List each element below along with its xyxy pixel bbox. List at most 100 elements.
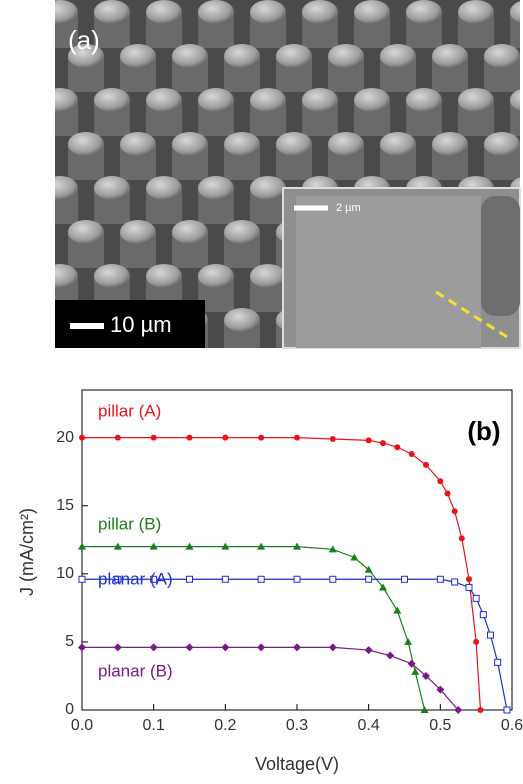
pillar-body — [510, 12, 520, 48]
pillar-top — [328, 44, 364, 68]
pillar-top — [484, 44, 520, 68]
pillar-top — [146, 88, 182, 112]
marker — [221, 542, 230, 550]
marker — [422, 671, 430, 680]
inset-trench — [296, 196, 481, 348]
pillar-top — [250, 88, 286, 112]
marker — [186, 434, 193, 441]
pillar-top — [120, 44, 156, 68]
pillar-top — [250, 176, 286, 200]
pillar-top — [68, 132, 104, 156]
marker — [473, 638, 480, 645]
pillar-top — [94, 264, 130, 288]
y-tick-label: 5 — [65, 633, 74, 650]
marker — [444, 490, 451, 497]
marker — [380, 440, 386, 447]
scale-text: 10 µm — [110, 312, 172, 337]
marker — [329, 575, 337, 583]
marker — [386, 651, 395, 660]
marker — [222, 434, 229, 441]
x-axis-label: Voltage(V) — [255, 754, 339, 774]
pillar-top — [302, 88, 338, 112]
y-tick-label: 10 — [56, 565, 74, 582]
marker — [293, 643, 301, 652]
pillar-top — [354, 88, 390, 112]
marker — [420, 706, 429, 713]
marker — [78, 542, 86, 550]
pillar-top — [328, 132, 364, 156]
marker — [451, 508, 458, 515]
x-tick-label: 0.6 — [501, 717, 523, 734]
pillar-top — [198, 0, 234, 24]
marker — [436, 685, 445, 694]
marker — [186, 575, 193, 583]
pillar-top — [510, 89, 520, 111]
marker — [150, 434, 157, 441]
marker — [454, 706, 463, 714]
marker — [221, 643, 230, 652]
pillar-top — [224, 308, 260, 332]
pillar-top — [406, 0, 442, 24]
series-label: planar (B) — [98, 661, 173, 680]
marker — [466, 576, 472, 583]
marker — [408, 451, 415, 457]
x-tick-label: 0.3 — [286, 717, 308, 734]
pillar-top — [172, 220, 208, 244]
y-tick-label: 20 — [56, 429, 74, 446]
marker — [257, 643, 266, 652]
pillar-top — [68, 220, 104, 244]
pillar-top — [380, 44, 416, 68]
pillar-top — [432, 132, 468, 156]
x-tick-label: 0.4 — [358, 717, 380, 734]
pillar-top — [276, 44, 312, 68]
marker — [79, 434, 85, 441]
marker — [451, 578, 459, 586]
marker — [364, 646, 373, 655]
pillar-top — [406, 88, 442, 112]
pillar-top — [510, 1, 520, 23]
pillar-top — [146, 0, 182, 24]
pillar-body — [510, 100, 520, 136]
marker — [365, 437, 372, 444]
marker — [78, 575, 86, 583]
pillar-top — [250, 0, 286, 24]
marker — [401, 575, 408, 583]
marker — [503, 706, 511, 714]
marker — [328, 643, 337, 652]
pillar-top — [432, 44, 468, 68]
marker — [394, 444, 401, 451]
marker — [436, 575, 444, 583]
marker — [113, 643, 122, 652]
pillar-top — [55, 88, 78, 112]
marker — [393, 606, 402, 614]
pillar-top — [146, 264, 182, 288]
marker — [185, 643, 194, 652]
marker — [407, 659, 416, 668]
marker — [149, 542, 158, 550]
pillar-top — [198, 88, 234, 112]
marker — [114, 575, 122, 583]
series-label: pillar (A) — [98, 401, 161, 420]
pillar-top — [94, 88, 130, 112]
pillar-top — [68, 44, 104, 68]
y-tick-label: 15 — [56, 497, 74, 514]
marker — [149, 643, 158, 652]
pillar-top — [120, 220, 156, 244]
marker — [258, 434, 265, 441]
pillar-top — [146, 176, 182, 200]
series-label: planar (A) — [98, 569, 173, 588]
pillar-top — [380, 132, 416, 156]
marker — [411, 667, 420, 675]
marker — [404, 637, 413, 645]
pillar-top — [224, 132, 260, 156]
marker — [114, 434, 121, 441]
y-tick-label: 0 — [65, 701, 74, 718]
pillar-top — [172, 44, 208, 68]
marker — [364, 565, 373, 573]
inset-scale-text: 2 µm — [336, 202, 361, 214]
marker — [350, 553, 359, 561]
pillar-top — [55, 264, 78, 288]
marker — [294, 434, 300, 441]
marker — [257, 575, 265, 583]
